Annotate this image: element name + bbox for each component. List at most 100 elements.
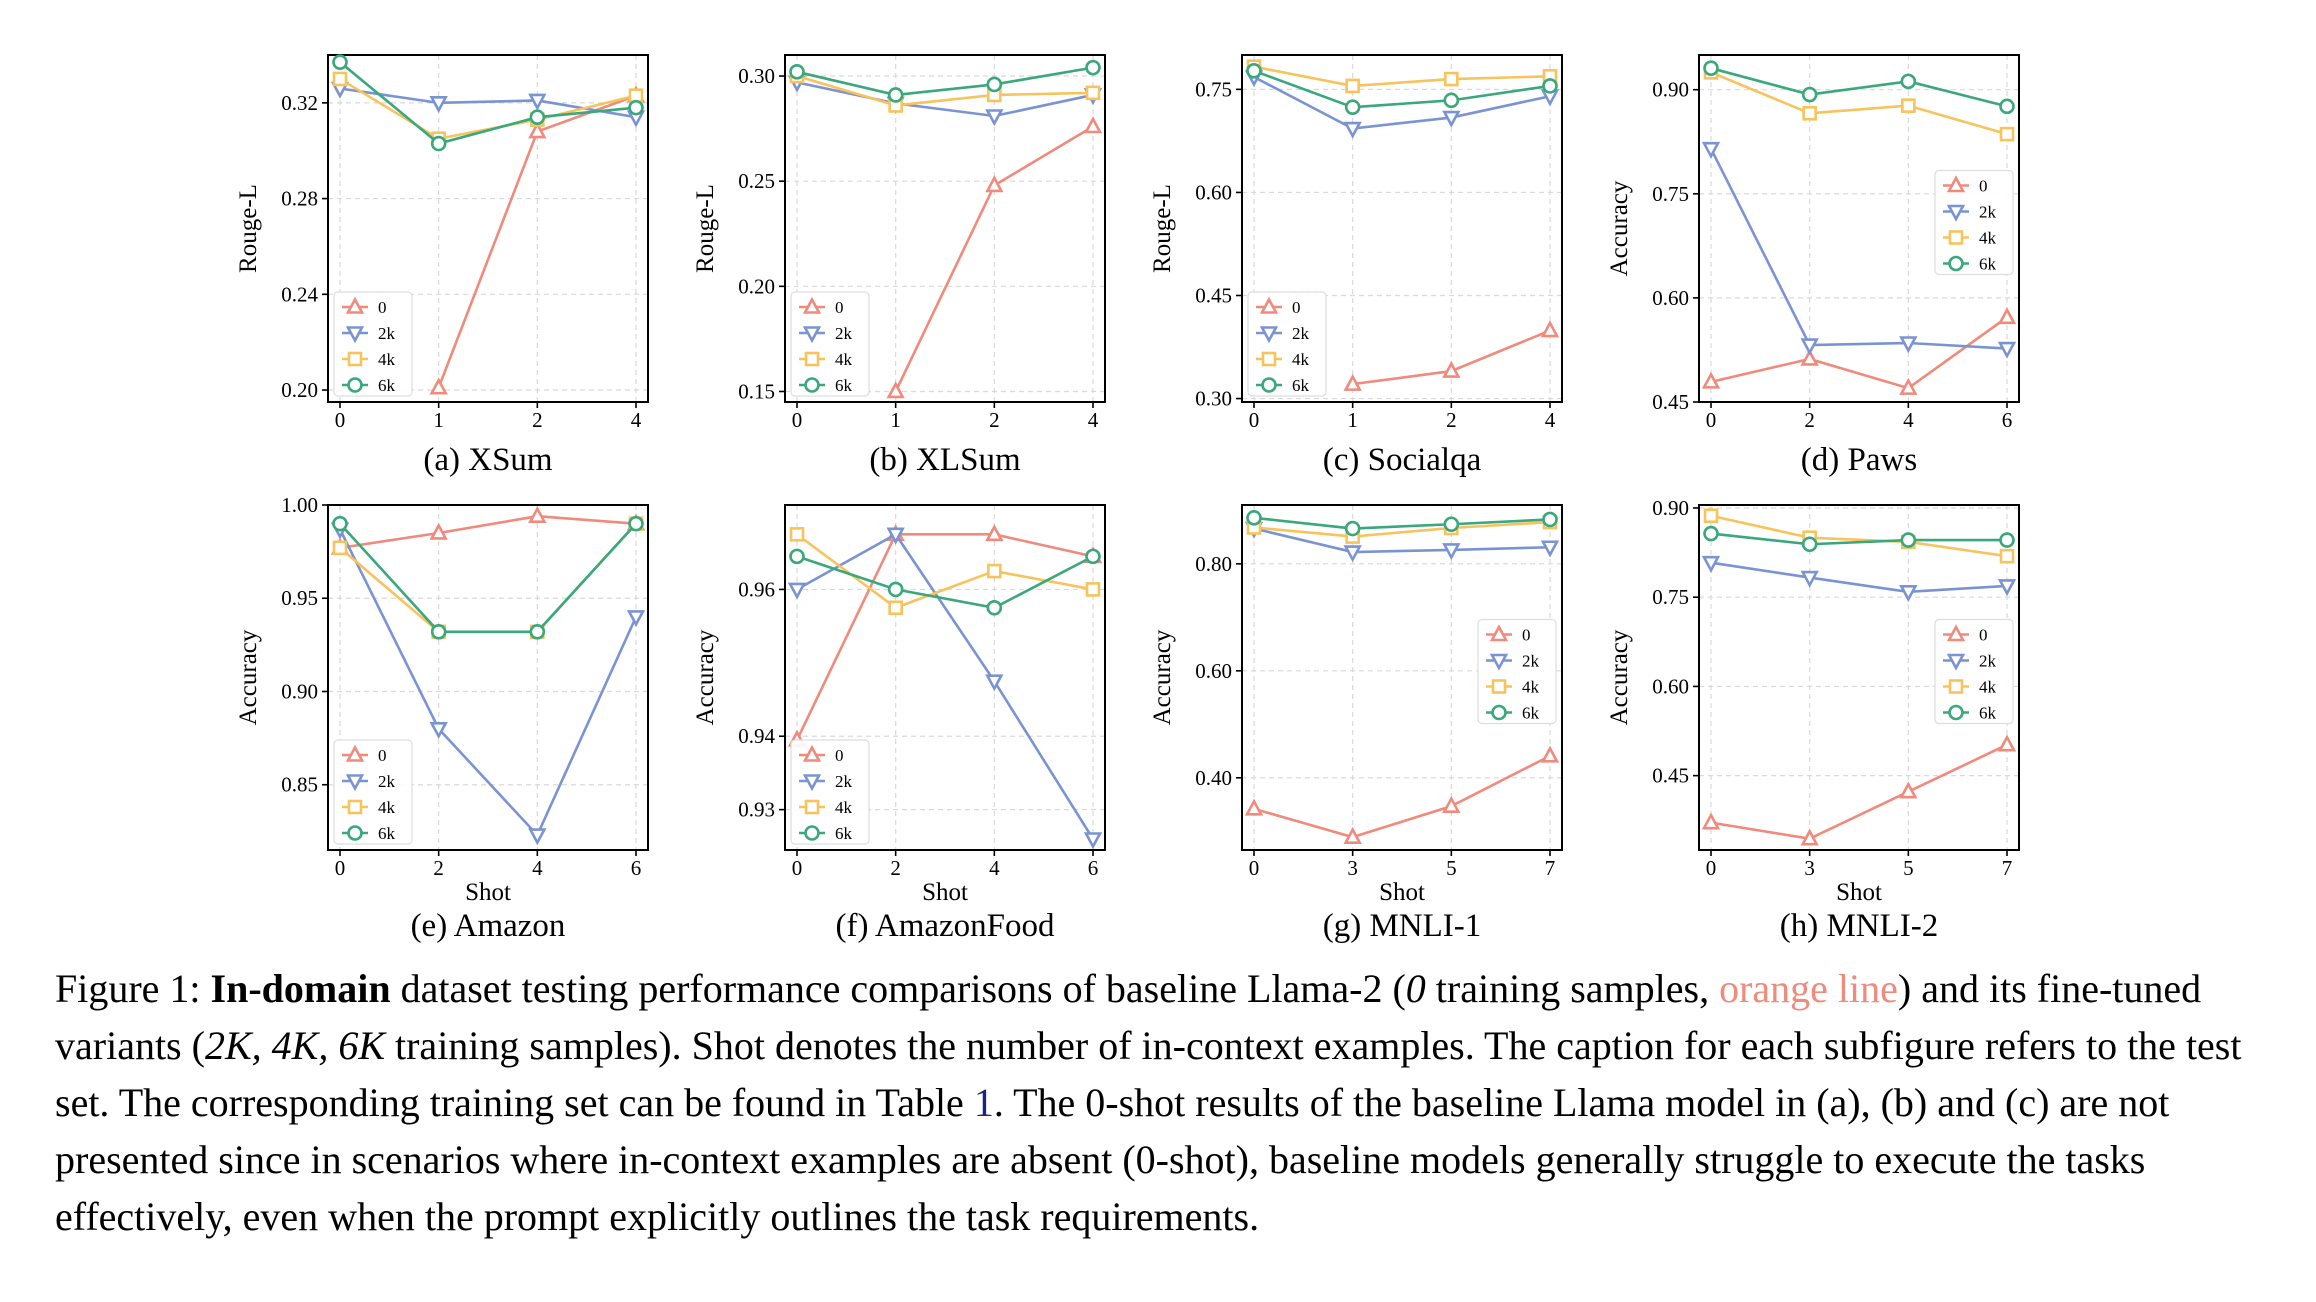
data-point-2k [1899,585,1918,603]
legend-label: 6k [1292,376,1310,395]
data-point-0 [985,524,1004,542]
data-point-4k [1444,71,1459,87]
data-point-2k [985,109,1004,127]
legend-marker-0 [802,296,822,314]
legend-marker-2k [802,326,822,344]
x-tick-label: 6 [2002,408,2013,432]
caption-text-2: training samples, [1425,966,1720,1011]
data-point-6k [1085,59,1101,76]
y-axis-label: Accuracy [1149,629,1176,725]
x-tick-label: 2 [1804,408,1815,432]
legend-label: 0 [1292,298,1301,317]
series-line-2k [1710,561,2008,594]
data-point-2k [886,527,905,545]
data-point-0 [429,377,448,395]
x-tick-label: 0 [1706,408,1717,432]
series-line-6k [1710,66,2008,108]
legend-marker-0 [345,296,365,314]
data-point-6k [1443,516,1460,533]
figure-caption: Figure 1: In-domain dataset testing perf… [55,960,2275,1245]
legend-label: 6k [1522,704,1540,723]
caption-figure-label: Figure 1: [55,966,201,1011]
x-tick-label: 1 [433,408,444,432]
series-line-2k [796,81,1094,118]
plot-frame [1698,504,2020,851]
subplot-c-socialqa: 0.30 0.45 0.60 0.75 0 1 2 4 Rouge-L 0 2k 4k 6k (c) So… [1149,54,1563,478]
subplot-e-amazon: 0.85 0.90 0.95 1.00 0 2 4 6 Accuracy Shot 0 2k 4k 6k (… [235,493,649,944]
legend-box [790,739,870,845]
x-tick-label: 4 [631,408,642,432]
series-line-4k [1253,65,1551,88]
legend-box [790,291,870,397]
legend-marker-0 [1259,296,1279,314]
x-axis-label: Shot [465,879,511,906]
y-tick-label: 0.24 [281,282,318,306]
data-point-4k [332,71,348,87]
legend: 0 2k 4k 6k [790,739,870,845]
caption-text-5: . The 0-shot results of the baseline Lla… [55,1080,2170,1239]
data-point-2k [1701,555,1721,573]
x-tick-label: 4 [1903,408,1914,432]
x-tick-label: 2 [1446,408,1457,432]
data-point-0 [1800,348,1819,366]
legend-label: 2k [1522,652,1540,671]
legend-marker-6k [1948,255,1964,272]
subfigure-caption: (e) Amazon [411,908,566,944]
legend-box [333,739,413,845]
data-point-2k [1442,110,1461,128]
data-point-6k [1801,86,1818,103]
caption-bold-text: In-domain [210,966,391,1011]
data-point-0 [1083,116,1103,134]
legend-label: 2k [835,324,853,343]
legend-box [1477,618,1557,725]
caption-math-zero: 0 [1405,966,1426,1011]
data-point-4k [987,563,1002,579]
series-line-0 [795,533,1094,741]
data-point-2k [1800,338,1819,356]
data-point-0 [1540,320,1560,338]
data-point-4k [1802,105,1817,121]
data-point-2k [1800,570,1819,588]
legend-marker-2k [1259,326,1279,344]
legend-label: 0 [835,746,844,765]
data-point-6k [1999,532,2015,548]
legend-label: 4k [835,798,853,817]
series-line-4k [1710,71,2008,136]
data-point-2k [1997,579,2017,597]
data-point-2k [1343,545,1362,563]
y-axis-label: Rouge-L [692,184,719,273]
y-tick-label: 0.90 [1652,496,1689,520]
legend-label: 6k [378,376,396,395]
legend-box [1247,291,1327,397]
y-tick-label: 0.85 [281,773,318,797]
legend-marker-2k [1489,653,1509,671]
data-point-6k [1900,73,1917,90]
data-point-0 [1701,812,1721,830]
x-tick-label: 0 [792,856,803,880]
y-tick-label: 0.20 [281,378,318,402]
data-point-6k [1085,548,1101,565]
legend-marker-4k [347,799,363,815]
data-point-2k [1899,336,1918,354]
data-point-6k [529,624,546,640]
legend-label: 4k [1979,678,1997,697]
x-tick-label: 0 [335,408,346,432]
legend: 0 2k 4k 6k [790,291,870,397]
series-line-4k [1710,514,2008,558]
series-line-0 [339,514,637,550]
x-tick-label: 5 [1903,856,1914,880]
x-tick-label: 4 [989,856,1000,880]
legend-label: 0 [1979,177,1988,196]
data-point-4k [789,527,805,542]
x-tick-label: 4 [532,856,543,880]
legend-marker-0 [1946,624,1966,642]
y-tick-label: 0.75 [1652,182,1689,206]
data-point-6k [628,99,644,116]
data-point-2k [1083,832,1103,850]
data-point-6k [628,515,644,532]
data-point-4k [332,540,348,556]
x-tick-label: 7 [1545,856,1556,880]
caption-table-link[interactable]: 1 [973,1080,994,1125]
x-tick-label: 0 [1249,856,1260,880]
data-point-6k [789,548,805,565]
